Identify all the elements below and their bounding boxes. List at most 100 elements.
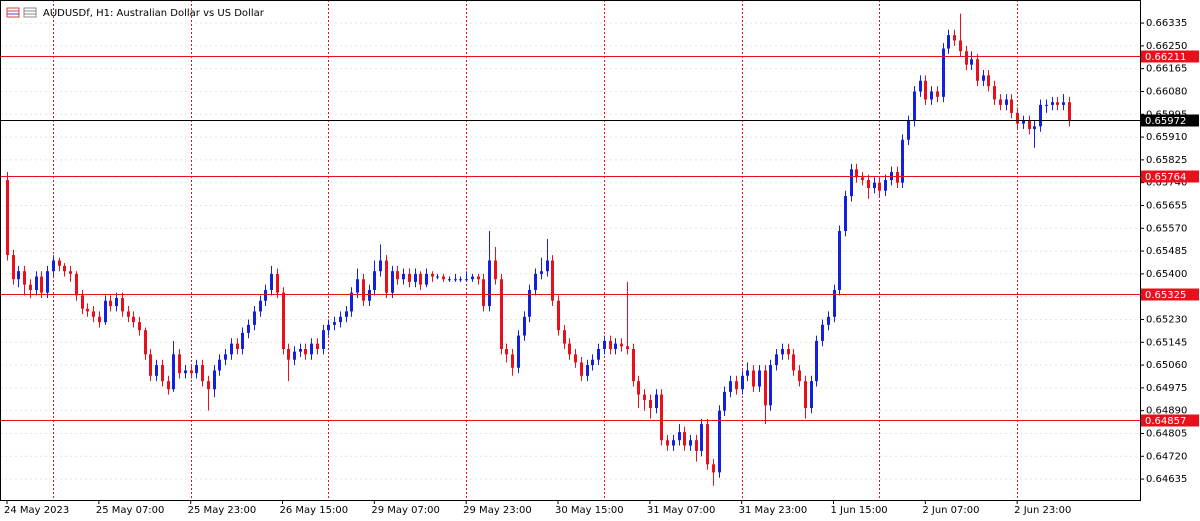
candle-body: [190, 370, 193, 374]
candle-body: [540, 271, 543, 274]
candle-body: [764, 370, 767, 406]
candle-body: [500, 279, 503, 349]
candle-body: [362, 279, 365, 301]
candle-body: [987, 75, 990, 87]
candle-body: [264, 289, 267, 301]
candle-body: [6, 179, 9, 256]
candle-body: [844, 196, 847, 231]
candle-body: [327, 324, 330, 331]
candle-body: [523, 316, 526, 336]
candle-body: [1056, 102, 1059, 105]
candle-body: [649, 399, 652, 408]
candle-body: [689, 440, 692, 446]
y-tick-label: 0.64890: [1146, 406, 1187, 417]
candle-body: [385, 260, 388, 293]
candle-body: [1051, 102, 1054, 105]
candle-body: [695, 440, 698, 451]
y-tick-label: 0.65825: [1146, 155, 1187, 166]
candle-body: [1028, 120, 1031, 130]
candle-body: [861, 177, 864, 180]
candle-body: [425, 273, 428, 285]
x-tick-label: 2 Jun 23:00: [1014, 505, 1071, 516]
x-tick-label: 29 May 23:00: [463, 505, 532, 516]
price-level-label: 0.65972: [1145, 116, 1186, 127]
y-tick-label: 0.66165: [1146, 64, 1187, 75]
candle-body: [109, 300, 112, 307]
candle-body: [52, 260, 55, 272]
candle-body: [741, 375, 744, 390]
candle-body: [184, 370, 187, 374]
candle-body: [115, 298, 118, 307]
candle-body: [568, 343, 571, 355]
candle-body: [1005, 99, 1008, 105]
candle-body: [718, 410, 721, 473]
candle-body: [322, 330, 325, 349]
y-tick-label: 0.65230: [1146, 314, 1187, 325]
candle-body: [787, 348, 790, 355]
y-tick-label: 0.64975: [1146, 383, 1187, 394]
candle-body: [396, 271, 399, 280]
candle-body: [993, 86, 996, 100]
x-tick-label: 2 Jun 07:00: [922, 505, 979, 516]
candle-body: [924, 80, 927, 100]
candle-body: [350, 292, 353, 312]
candle-body: [591, 359, 594, 366]
candle-body: [1068, 102, 1071, 121]
candle-body: [1016, 112, 1019, 124]
price-level-label: 0.65764: [1145, 172, 1186, 183]
candle-body: [12, 255, 15, 280]
candle-body: [660, 394, 663, 441]
y-tick-label: 0.66335: [1146, 18, 1187, 29]
candle-body: [454, 279, 457, 281]
candle-body: [149, 354, 152, 376]
price-level-label: 0.65325: [1145, 290, 1186, 301]
candle-body: [40, 276, 43, 293]
candle-body: [132, 316, 135, 323]
candle-body: [936, 91, 939, 97]
x-tick-label: 26 May 15:00: [280, 505, 349, 516]
candle-body: [551, 260, 554, 301]
x-tick-label: 25 May 07:00: [96, 505, 165, 516]
candle-body: [884, 179, 887, 191]
y-tick-label: 0.65655: [1146, 200, 1187, 211]
candle-body: [155, 365, 158, 376]
candle-body: [913, 91, 916, 121]
candle-body: [23, 271, 26, 285]
plot-frame: [0, 0, 1141, 501]
candle-body: [517, 335, 520, 368]
candle-body: [448, 279, 451, 281]
candle-body: [970, 59, 973, 65]
candle-body: [867, 179, 870, 189]
candle-body: [127, 311, 130, 317]
candle-body: [299, 348, 302, 352]
candle-body: [104, 300, 107, 323]
y-tick-label: 0.65400: [1146, 269, 1187, 280]
candle-body: [293, 351, 296, 360]
candle-body: [477, 276, 480, 280]
candle-body: [603, 340, 606, 349]
price-level-label: 0.66211: [1145, 52, 1186, 63]
candle-body: [563, 330, 566, 344]
candle-body: [1062, 102, 1065, 105]
candle-body: [86, 308, 89, 312]
candle-body: [976, 59, 979, 81]
candle-body: [81, 295, 84, 309]
candle-body: [436, 276, 439, 278]
price-level-tag: [1141, 114, 1199, 127]
candle-body: [901, 139, 904, 183]
candle-body: [270, 273, 273, 290]
candle-body: [138, 322, 141, 331]
candle-body: [821, 324, 824, 341]
candle-body: [873, 182, 876, 189]
candle-body: [838, 230, 841, 290]
candle-body: [201, 365, 204, 382]
candle-body: [528, 289, 531, 317]
candle-body: [919, 80, 922, 92]
y-tick-label: 0.65145: [1146, 337, 1187, 348]
candle-body: [505, 348, 508, 355]
x-tick-label: 31 May 23:00: [739, 505, 808, 516]
candle-body: [431, 273, 434, 277]
candle-body: [672, 440, 675, 446]
candle-body: [574, 354, 577, 363]
